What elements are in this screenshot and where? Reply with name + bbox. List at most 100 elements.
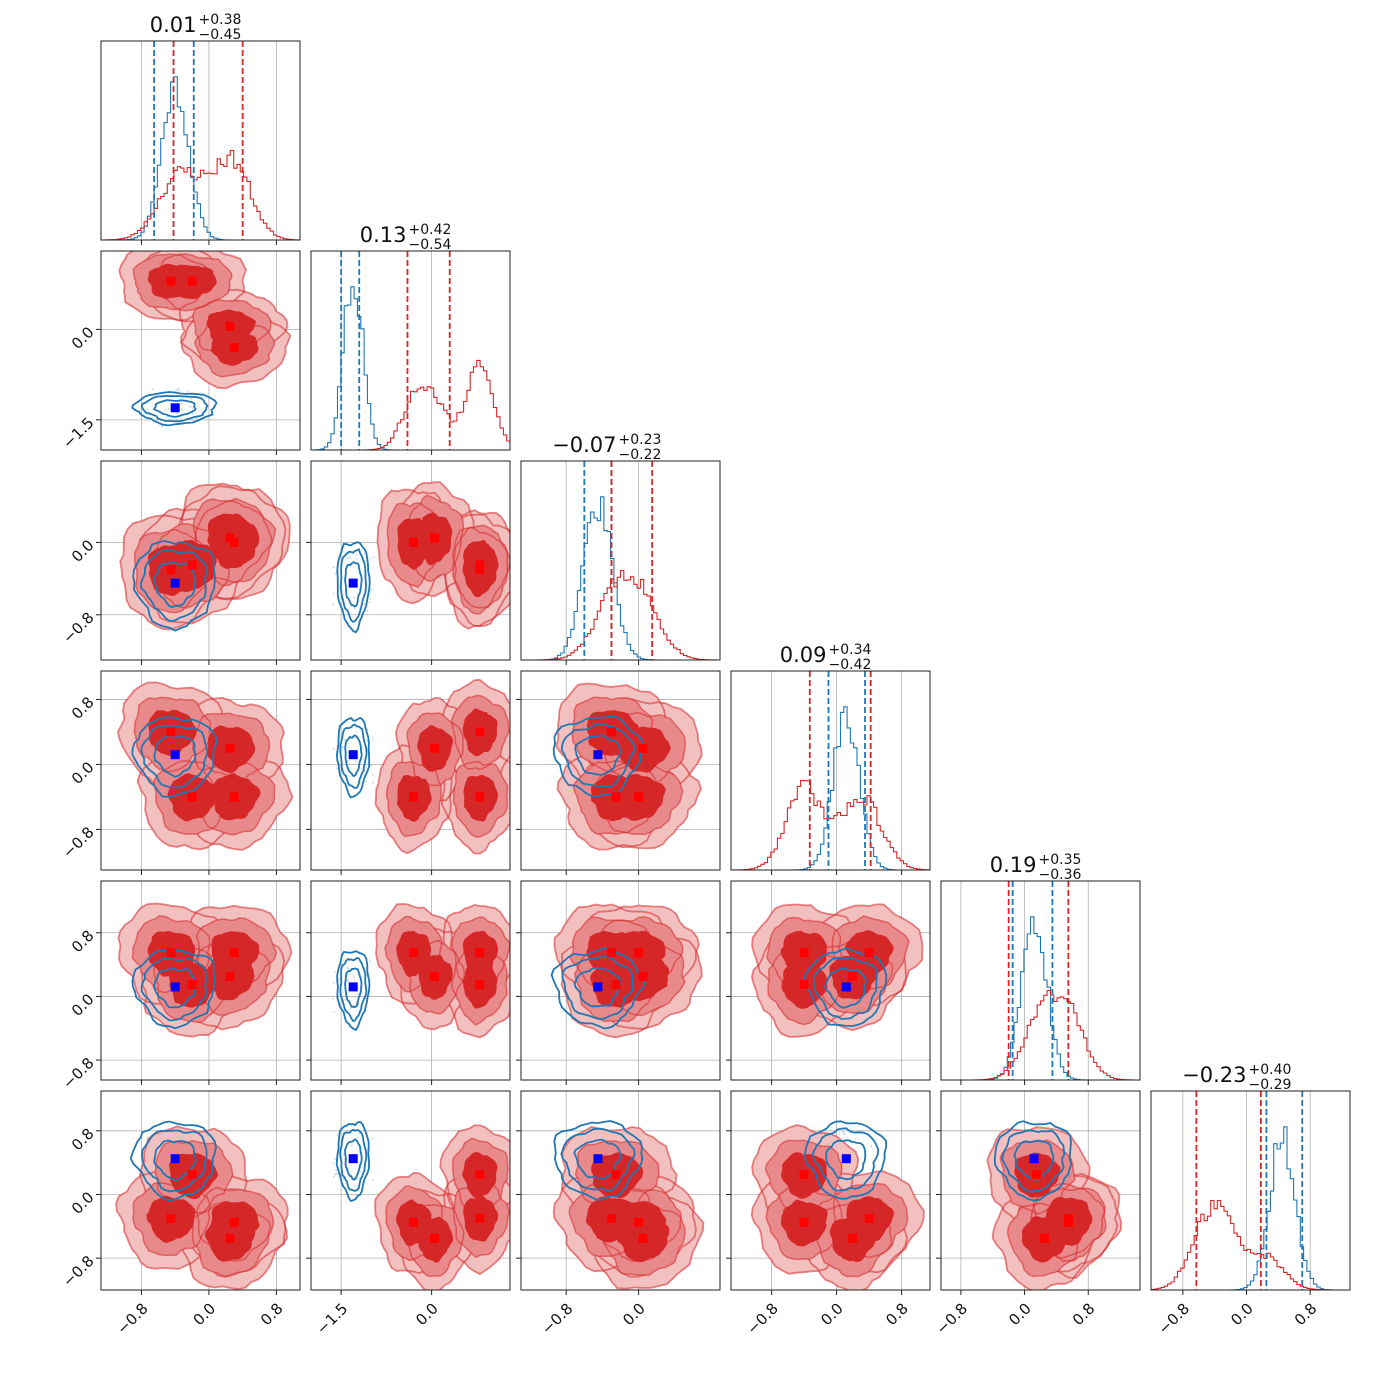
sample-point <box>354 737 356 740</box>
x-tick-label: 0.0 <box>412 1300 442 1330</box>
sample-point <box>363 603 366 606</box>
sample-point <box>366 609 369 612</box>
sample-point <box>191 412 194 415</box>
title-plus: +0.23 <box>619 432 662 448</box>
y-tick-label: 0.0 <box>68 323 98 353</box>
panel-content <box>101 671 300 870</box>
sample-point <box>333 971 336 973</box>
red-mode-marker <box>187 792 197 802</box>
sample-point <box>369 960 372 963</box>
red-contour-line <box>376 488 454 605</box>
y-tick-label: 0.0 <box>68 1188 98 1218</box>
panel-frame <box>730 880 931 1081</box>
red-mode-marker <box>848 1233 858 1243</box>
red-histogram <box>941 989 1140 1080</box>
sample-point <box>353 976 355 979</box>
sample-point <box>358 1132 361 1135</box>
blue-histogram <box>941 916 1140 1080</box>
x-tick-label: −0.8 <box>743 1300 781 1338</box>
panel-content <box>521 461 720 660</box>
sample-point <box>344 998 346 1001</box>
blue-contour-line <box>344 1138 363 1181</box>
histogram-title-4: 0.19 +0.35−0.36 <box>990 852 1082 883</box>
blue-contour-line <box>339 957 368 1023</box>
red-mode-marker <box>634 948 644 958</box>
sample-point <box>355 1002 357 1004</box>
blue-contour-line <box>152 399 197 418</box>
contour-panel-3-0: −0.8 0.0 0.8 <box>59 670 301 875</box>
blue-contour-line <box>129 1120 217 1202</box>
red-contour-line <box>765 1186 844 1261</box>
red-contour-line <box>191 712 271 789</box>
red-mode-marker <box>166 727 176 737</box>
blue-contour-line <box>811 1127 880 1192</box>
red-contour-line <box>132 253 215 311</box>
y-tick-label: 0.0 <box>68 758 98 788</box>
blue-contour-line <box>336 541 371 634</box>
contour-panel-3-1 <box>306 670 511 875</box>
sample-point <box>334 573 337 575</box>
sample-point <box>181 408 183 411</box>
red-mode-marker <box>225 321 235 331</box>
blue-contour-line <box>552 715 644 798</box>
sample-point <box>353 607 356 610</box>
title-plus: +0.34 <box>829 642 872 658</box>
red-contour-line <box>1030 1182 1107 1259</box>
blue-contour-line <box>561 955 634 1020</box>
x-tick-label: −0.8 <box>538 1300 576 1338</box>
blue-mode-marker <box>170 578 180 588</box>
red-mode-marker <box>409 1217 418 1227</box>
blue-contour-line <box>825 1139 867 1180</box>
red-contour-line <box>154 1140 234 1214</box>
red-mode-marker <box>225 743 235 753</box>
x-tick-label: 0.0 <box>1005 1300 1035 1330</box>
sample-point <box>360 975 363 978</box>
histogram-title-5: −0.23 +0.40−0.29 <box>1182 1062 1291 1093</box>
panel-frame <box>520 880 721 1081</box>
blue-mode-marker <box>348 750 358 760</box>
red-mode-marker <box>634 792 644 802</box>
y-tick-label: −0.8 <box>59 823 97 861</box>
sample-point <box>346 980 349 982</box>
red-contour-line <box>133 528 213 614</box>
red-contour-line <box>764 1139 843 1213</box>
red-contour-line <box>452 1183 510 1259</box>
red-mode-marker <box>229 343 239 352</box>
sample-point <box>365 781 367 783</box>
panel-content <box>311 671 510 870</box>
panel-content <box>521 881 720 1080</box>
red-mode-marker <box>1063 1217 1073 1227</box>
blue-contour-line <box>573 1138 622 1180</box>
histogram-panel-1 <box>310 250 511 455</box>
blue-contour-line <box>550 947 646 1030</box>
sample-point <box>369 589 372 592</box>
blue-contour-line <box>139 548 209 623</box>
red-mode-marker <box>187 276 197 286</box>
blue-mode-marker <box>170 750 180 760</box>
blue-contour-line <box>141 1129 208 1193</box>
sample-point <box>342 1153 345 1156</box>
blue-contour-line <box>140 957 208 1022</box>
red-mode-marker <box>848 972 858 981</box>
red-mode-marker <box>430 743 440 753</box>
blue-contour-line <box>152 967 197 1009</box>
sample-point <box>332 566 335 569</box>
red-mode-marker <box>166 276 176 286</box>
panel-frame <box>310 1090 511 1291</box>
blue-mode-marker <box>841 982 851 992</box>
blue-mode-marker <box>593 982 603 992</box>
red-mode-marker <box>475 560 485 570</box>
blue-contour-line <box>153 735 197 778</box>
blue-contour-line <box>131 391 218 427</box>
blue-contour-line <box>339 723 368 789</box>
red-contour-line <box>386 502 444 588</box>
x-tick-label: 0.0 <box>817 1300 847 1330</box>
red-mode-marker <box>475 948 485 958</box>
histogram-title-2: −0.07 +0.23−0.22 <box>552 432 661 463</box>
blue-mode-marker <box>593 1154 603 1164</box>
sample-point <box>357 992 359 995</box>
blue-mode-marker <box>170 1154 180 1164</box>
sample-point <box>342 746 344 748</box>
sample-point <box>356 1136 359 1139</box>
